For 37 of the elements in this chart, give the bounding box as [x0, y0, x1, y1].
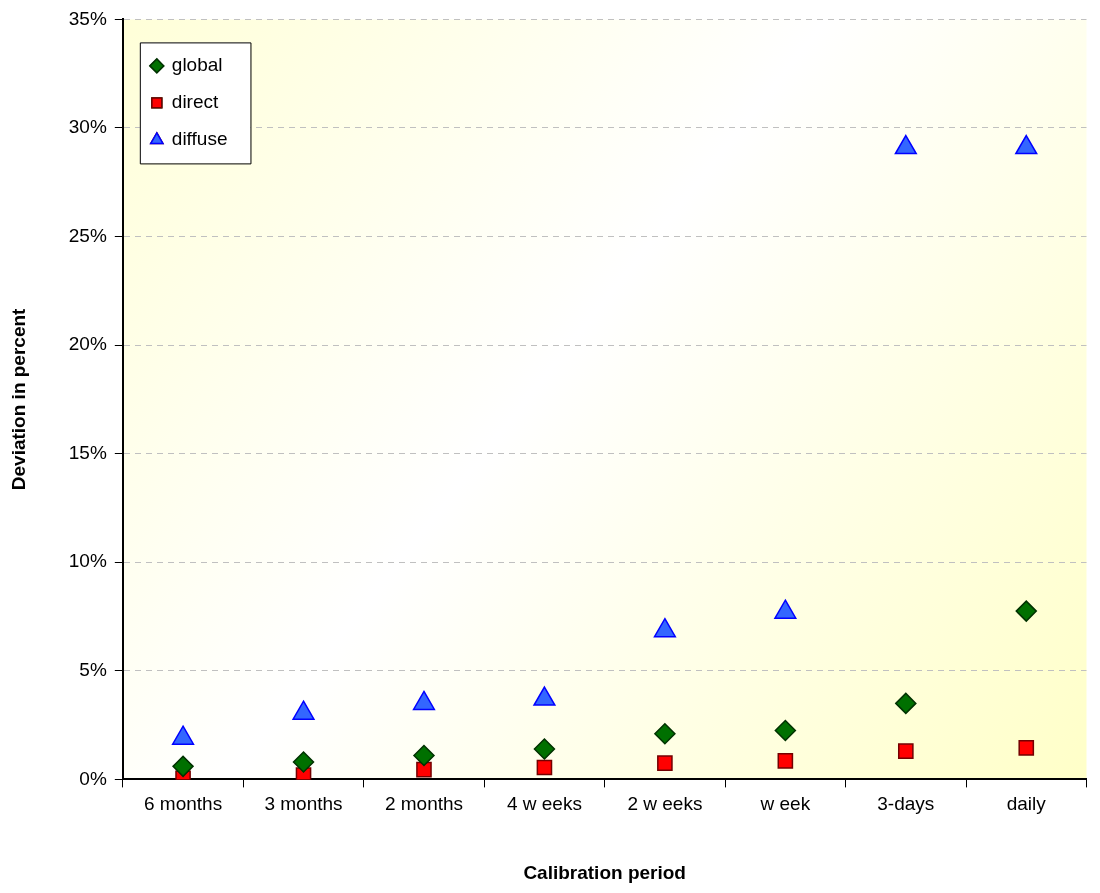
point — [654, 723, 676, 745]
point — [1015, 600, 1038, 622]
point — [1015, 134, 1038, 155]
point — [533, 738, 556, 760]
point — [416, 761, 432, 778]
x-tick-label: 2 months — [384, 793, 464, 815]
point — [894, 134, 917, 155]
x-tick-label: 2 w eeks — [627, 793, 703, 815]
point — [413, 744, 435, 767]
y-tick-label: 0% — [79, 767, 107, 789]
y-tick-label: 20% — [68, 333, 107, 355]
point — [777, 753, 794, 769]
x-tick-label: 3 months — [264, 793, 343, 815]
x-tick-label: 4 w eeks — [506, 793, 582, 815]
x-tick-label: daily — [1006, 793, 1047, 815]
point — [657, 755, 673, 771]
x-tick-label: 3-days — [877, 793, 935, 815]
point — [1018, 740, 1035, 756]
point — [895, 692, 917, 715]
x-tick-label: 6 months — [143, 793, 223, 815]
y-tick-label: 15% — [68, 441, 107, 463]
point — [172, 755, 194, 778]
y-tick-label: 5% — [79, 659, 107, 681]
x-tick-label: w eek — [759, 793, 811, 815]
point — [897, 743, 914, 759]
legend-label: diffuse — [171, 128, 228, 150]
x-axis-title: Calibration period — [523, 861, 686, 883]
legend-label: direct — [171, 91, 220, 113]
y-axis-title: Deviation in percent — [7, 307, 29, 491]
point — [536, 759, 553, 776]
point — [774, 719, 797, 742]
y-tick-label: 30% — [68, 116, 107, 138]
y-tick-label: 10% — [68, 550, 107, 572]
y-tick-label: 35% — [68, 7, 107, 29]
point — [292, 751, 315, 773]
legend-label: global — [171, 54, 223, 76]
y-tick-label: 25% — [68, 224, 107, 246]
